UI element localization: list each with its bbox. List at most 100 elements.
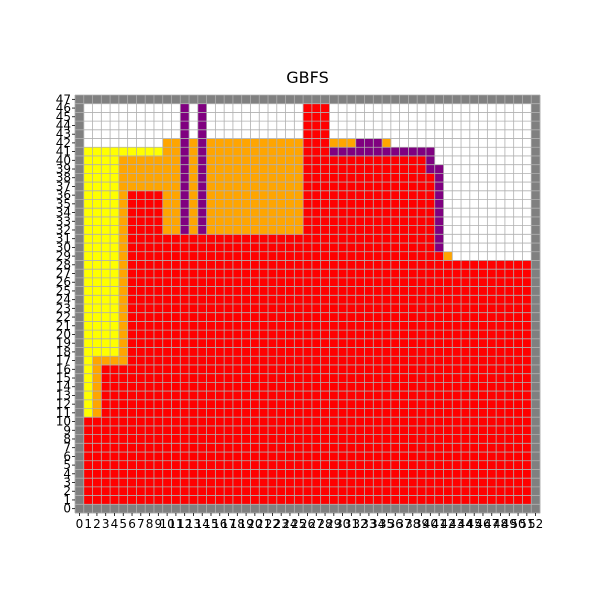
x-tick-label: 15 [203, 517, 218, 531]
y-tick-label: 34 [56, 206, 71, 220]
obstacle-cell [303, 147, 330, 157]
frontier-cell [206, 199, 304, 209]
wall-cell [531, 452, 541, 462]
path-cell [434, 199, 444, 209]
wall-cell [75, 434, 85, 444]
y-tick-label: 16 [56, 362, 71, 376]
obstacle-cell [303, 208, 436, 218]
visited-cell [83, 356, 93, 366]
frontier-cell [118, 251, 128, 261]
frontier-cell [118, 347, 128, 357]
wall-cell [531, 460, 541, 470]
wall-cell [75, 347, 85, 357]
grid-lines [74, 94, 541, 514]
wall-cell [531, 190, 541, 200]
frontier-cell [118, 338, 128, 348]
path-cell [197, 199, 207, 209]
frontier-cell [189, 147, 199, 157]
x-tick-label: 52 [528, 517, 543, 531]
wall-cell [531, 425, 541, 435]
x-tick-label: 29 [326, 517, 341, 531]
x-tick-label: 20 [247, 517, 262, 531]
wall-cell [531, 103, 541, 113]
x-tick-label: 21 [256, 517, 271, 531]
wall-cell [531, 147, 541, 157]
wall-cell [531, 364, 541, 374]
wall-cell [531, 234, 541, 244]
y-tick-label: 4 [63, 467, 71, 481]
frontier-cell [206, 164, 304, 174]
frontier-cell [118, 269, 128, 279]
y-tick-label: 17 [56, 354, 71, 368]
wall-cell [75, 312, 85, 322]
x-tick-label: 10 [159, 517, 174, 531]
obstacle-cell [303, 121, 330, 131]
obstacle-cell [83, 425, 532, 435]
x-tick-label: 28 [317, 517, 332, 531]
y-tick-label: 38 [56, 171, 71, 185]
x-tick-label: 38 [405, 517, 420, 531]
obstacle-cell [83, 478, 532, 488]
path-cell [434, 208, 444, 218]
wall-cell [75, 138, 85, 148]
x-tick-label: 48 [493, 517, 508, 531]
x-tick-label: 19 [238, 517, 253, 531]
x-tick-label: 36 [388, 517, 403, 531]
frontier-cell [206, 138, 304, 148]
wall-cell [75, 391, 85, 401]
frontier-cell [118, 277, 128, 287]
x-tick-label: 51 [519, 517, 534, 531]
obstacle-cell [101, 408, 532, 418]
wall-cell [531, 164, 541, 174]
wall-cell [531, 243, 541, 253]
x-tick-label: 9 [155, 517, 163, 531]
path-cell [180, 182, 190, 192]
frontier-cell [206, 147, 304, 157]
wall-cell [531, 469, 541, 479]
y-tick-label: 28 [56, 258, 71, 272]
visited-cell [83, 391, 93, 401]
obstacle-cell [101, 399, 532, 409]
x-tick-label: 2 [93, 517, 101, 531]
wall-cell [75, 443, 85, 453]
x-tick-label: 5 [119, 517, 127, 531]
frontier-cell [118, 234, 128, 244]
y-tick-label: 37 [56, 179, 71, 193]
wall-cell [531, 155, 541, 165]
y-tick-label: 19 [56, 336, 71, 350]
wall-cell [75, 425, 85, 435]
path-cell [180, 225, 190, 235]
wall-cell [531, 399, 541, 409]
obstacle-cell [303, 199, 436, 209]
y-tick-label: 33 [56, 214, 71, 228]
frontier-cell [206, 173, 304, 183]
obstacle-cell [303, 225, 436, 235]
path-cell [197, 138, 207, 148]
path-cell [197, 164, 207, 174]
visited-cell [83, 147, 164, 157]
wall-cell [75, 112, 85, 122]
y-tick-label: 47 [56, 92, 71, 106]
obstacle-cell [127, 234, 436, 244]
frontier-cell [189, 138, 199, 148]
wall-cell [75, 190, 85, 200]
x-tick-label: 16 [212, 517, 227, 531]
wall-cell [531, 286, 541, 296]
frontier-cell [189, 182, 199, 192]
y-tick-label: 27 [56, 267, 71, 281]
path-cell [197, 129, 207, 139]
frontier-cell [443, 251, 453, 261]
obstacle-cell [303, 129, 330, 139]
x-tick-label: 4 [111, 517, 119, 531]
path-cell [434, 243, 444, 253]
frontier-cell [92, 373, 102, 383]
y-tick-label: 0 [63, 502, 71, 516]
obstacle-cell [83, 434, 532, 444]
frontier-cell [118, 164, 181, 174]
path-cell [180, 129, 190, 139]
wall-cell [531, 373, 541, 383]
x-tick-label: 6 [128, 517, 136, 531]
obstacle-cell [303, 190, 436, 200]
x-tick-label: 3 [102, 517, 110, 531]
y-tick-label: 15 [56, 371, 71, 385]
